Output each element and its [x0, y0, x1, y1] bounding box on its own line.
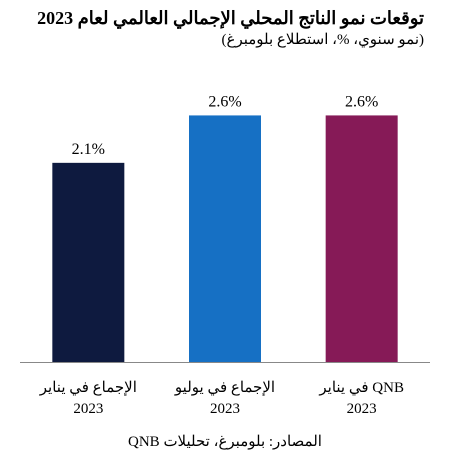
- chart-title: توقعات نمو الناتج المحلي الإجمالي العالم…: [37, 8, 424, 28]
- data-label-1: 2.1%: [72, 141, 105, 158]
- category-label-3-line-2: 2023: [347, 401, 377, 417]
- source-note: المصادر: بلومبرغ، تحليلات QNB: [128, 434, 322, 450]
- category-label-2-line-2: 2023: [210, 401, 240, 417]
- bar-3: [325, 115, 398, 362]
- chart-subtitle: (نمو سنوي، %، استطلاع بلومبرغ): [221, 32, 425, 48]
- bar-1: [52, 162, 125, 362]
- data-label-2: 2.6%: [208, 93, 241, 110]
- data-label-3: 2.6%: [345, 93, 378, 110]
- category-label-2-line-1: الإجماع في يوليو: [174, 380, 275, 396]
- category-label-1-line-2: 2023: [73, 401, 103, 417]
- bar-2: [189, 115, 261, 362]
- category-label-3-line-1: QNB في يناير: [318, 380, 404, 396]
- category-label-1-line-1: الإجماع في يناير: [39, 380, 137, 396]
